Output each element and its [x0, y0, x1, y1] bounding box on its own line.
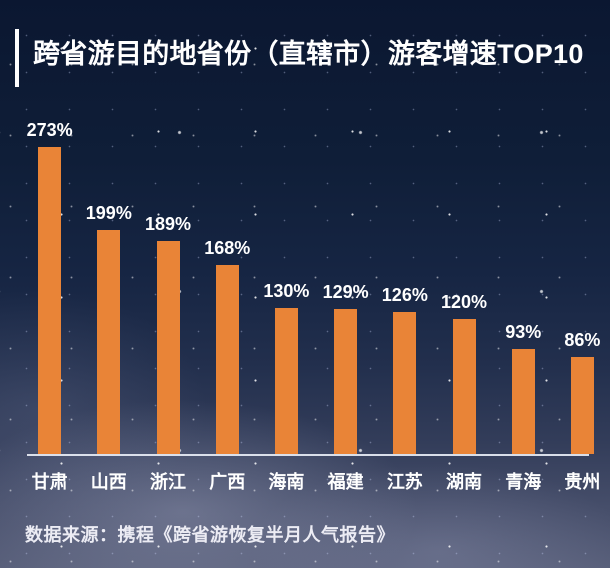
bar-value-label: 199% — [85, 203, 132, 223]
category-label: 甘肃 — [31, 472, 68, 492]
bar-value-label: 130% — [263, 281, 310, 301]
title-accent-bar — [15, 29, 19, 87]
category-label: 广西 — [209, 472, 246, 492]
bar-column: 168% — [198, 112, 257, 454]
bar-column: 129% — [316, 112, 375, 454]
bar — [570, 357, 594, 454]
bar — [511, 349, 535, 454]
bar-column: 199% — [79, 112, 138, 454]
bar — [393, 312, 417, 454]
bar — [38, 147, 62, 454]
bar — [334, 309, 358, 454]
x-axis-line — [27, 454, 589, 456]
bar — [452, 319, 476, 454]
bar-column: 120% — [434, 112, 493, 454]
bar-value-label: 189% — [144, 214, 192, 234]
bar-value-label: 126% — [381, 285, 428, 305]
bar — [274, 308, 298, 454]
bar-chart: 273% 199% 189% 168% 130% 129% 126% 120% 93% 86% — [20, 112, 610, 454]
bar-column: 189% — [138, 112, 197, 454]
bar-column: 93% — [494, 112, 553, 454]
bar-value-label: 120% — [441, 292, 488, 312]
category-label: 青海 — [505, 472, 542, 492]
category-label: 江苏 — [386, 472, 423, 492]
bar-value-label: 93% — [505, 322, 542, 342]
bar — [156, 241, 180, 454]
bar-column: 126% — [375, 112, 434, 454]
category-row: 甘肃 山西 浙江 广西 海南 福建 江苏 湖南 青海 贵州 — [20, 468, 610, 494]
bar-value-label: 168% — [204, 238, 251, 258]
category-label: 浙江 — [150, 472, 186, 492]
category-label: 福建 — [327, 472, 364, 492]
category-label: 湖南 — [446, 472, 483, 492]
bar — [215, 265, 239, 454]
category-label: 贵州 — [564, 472, 601, 492]
data-source-note: 数据来源：携程《跨省游恢复半月人气报告》 — [25, 525, 395, 545]
bar-columns: 273% 199% 189% 168% 130% 129% 126% 120% 93% 86% — [20, 112, 610, 454]
bar-column: 86% — [553, 112, 610, 454]
chart-title: 跨省游目的地省份（直辖市）游客增速TOP10 — [33, 39, 584, 69]
bar-column: 273% — [20, 112, 79, 454]
category-label: 山西 — [90, 472, 127, 492]
bar-value-label: 86% — [564, 330, 601, 350]
category-label: 海南 — [268, 472, 305, 492]
bar-value-label: 273% — [26, 120, 73, 140]
bar — [97, 230, 121, 454]
bar-value-label: 129% — [322, 282, 369, 302]
bar-column: 130% — [257, 112, 316, 454]
